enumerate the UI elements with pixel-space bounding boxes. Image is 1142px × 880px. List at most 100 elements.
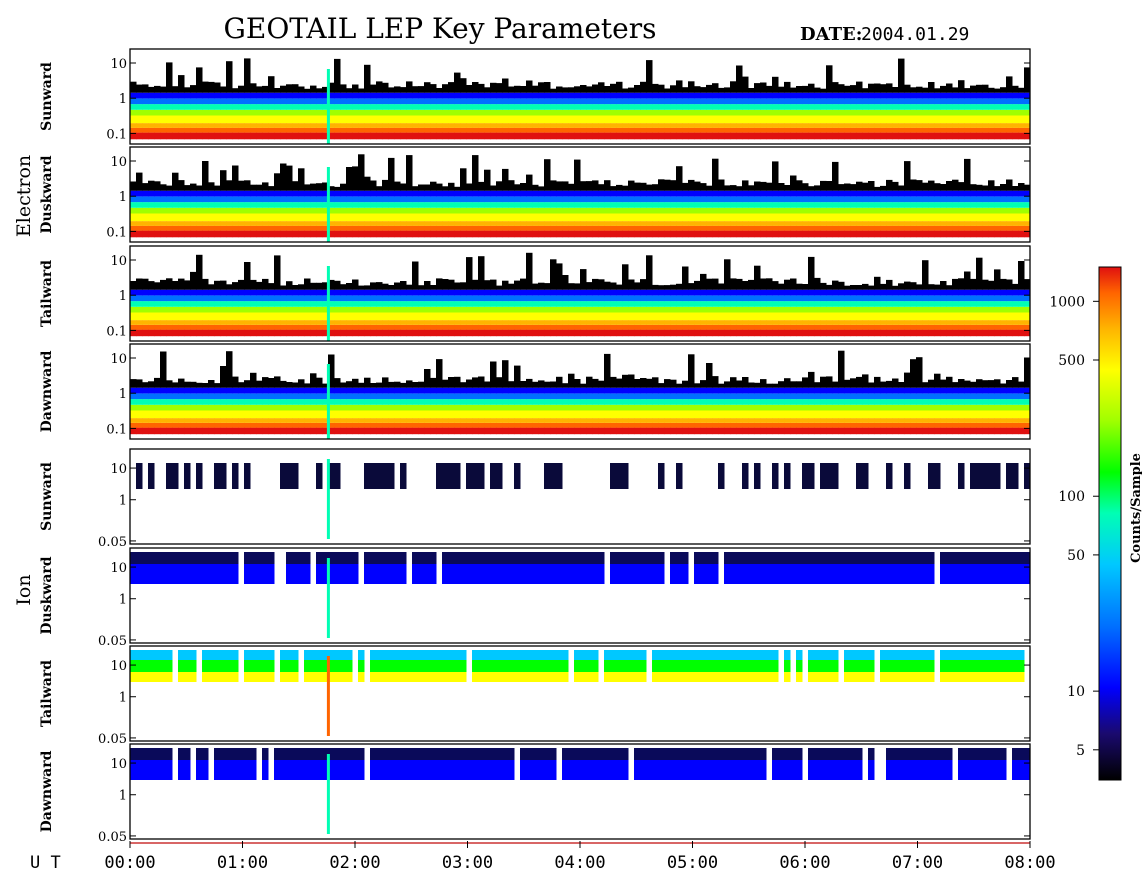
- cell: [274, 418, 281, 423]
- cell: [856, 225, 863, 231]
- cell: [802, 324, 809, 330]
- cell: [376, 225, 383, 231]
- cell: [604, 306, 611, 313]
- cell: [796, 98, 803, 105]
- cell: [310, 190, 317, 197]
- cell: [874, 306, 881, 313]
- cell: [712, 278, 719, 290]
- cell: [514, 329, 521, 337]
- cell: [1018, 123, 1025, 128]
- cell: [928, 104, 935, 110]
- cell: [268, 312, 275, 321]
- cell: [496, 98, 503, 105]
- cell: [796, 104, 803, 110]
- cell: [586, 282, 593, 290]
- cell: [490, 295, 497, 302]
- cell: [460, 387, 467, 394]
- cell: [676, 98, 683, 105]
- cell: [244, 289, 251, 296]
- cell: [796, 324, 803, 330]
- cell: [766, 301, 773, 307]
- cell: [598, 422, 605, 428]
- cell: [160, 213, 167, 222]
- cell: [988, 230, 995, 238]
- cell: [688, 81, 695, 93]
- cell: [634, 123, 641, 128]
- cell: [460, 320, 467, 325]
- cell: [472, 127, 479, 133]
- cell: [394, 202, 401, 208]
- cell: [412, 86, 419, 93]
- cell: [700, 301, 707, 307]
- cell: [958, 115, 965, 124]
- cell: [184, 306, 191, 313]
- cell: [856, 181, 863, 191]
- cell: [196, 115, 203, 124]
- cell: [856, 289, 863, 296]
- cell: [256, 320, 263, 325]
- cell: [916, 86, 923, 93]
- cell: [652, 427, 659, 435]
- cell: [568, 104, 575, 110]
- cell: [424, 320, 431, 325]
- cell: [502, 78, 509, 93]
- cell: [208, 301, 215, 307]
- cell: [214, 320, 221, 325]
- cell: [634, 202, 641, 208]
- cell: [196, 104, 203, 110]
- cell: [604, 132, 611, 140]
- cell: [460, 324, 467, 330]
- cell: [382, 427, 389, 435]
- cell: [790, 115, 797, 124]
- cell: [982, 84, 989, 93]
- cell: [304, 387, 311, 394]
- cell: [430, 422, 437, 428]
- cell: [418, 221, 425, 226]
- cell: [988, 202, 995, 208]
- cell: [400, 207, 407, 214]
- cell: [958, 132, 965, 140]
- cell: [712, 329, 719, 337]
- cell: [238, 213, 245, 222]
- cell: [1024, 225, 1031, 231]
- cell: [688, 207, 695, 214]
- cell: [568, 132, 575, 140]
- cell: [376, 320, 383, 325]
- cell: [916, 196, 923, 203]
- cell: [172, 132, 179, 140]
- cell: [604, 92, 611, 99]
- cell: [856, 190, 863, 197]
- cell: [904, 109, 911, 116]
- cell: [322, 190, 329, 197]
- cell: [508, 221, 515, 226]
- cell: [940, 312, 947, 321]
- cell: [592, 399, 599, 405]
- cell: [556, 289, 563, 296]
- cell: [328, 127, 335, 133]
- cell: [724, 259, 731, 290]
- cell: [382, 422, 389, 428]
- cell: [490, 230, 497, 238]
- cell: [208, 284, 215, 290]
- cell: [874, 230, 881, 238]
- cell: [760, 312, 767, 321]
- cell: [976, 320, 983, 325]
- cell: [916, 115, 923, 124]
- cell: [244, 399, 251, 405]
- cell: [292, 104, 299, 110]
- cell: [742, 127, 749, 133]
- cell: [664, 418, 671, 423]
- cell: [196, 123, 203, 128]
- cell: [172, 289, 179, 296]
- cell: [970, 190, 977, 197]
- cell: [718, 115, 725, 124]
- cell: [286, 393, 293, 400]
- cell: [574, 404, 581, 411]
- cell: [976, 104, 983, 110]
- cell: [322, 202, 329, 208]
- cell: [178, 312, 185, 321]
- cell: [484, 225, 491, 231]
- cell: [310, 207, 317, 214]
- cell: [538, 123, 545, 128]
- cell: [490, 123, 497, 128]
